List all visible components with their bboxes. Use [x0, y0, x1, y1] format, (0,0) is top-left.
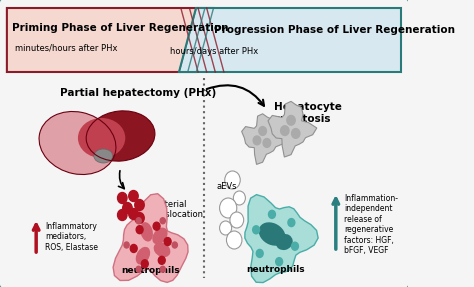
Circle shape [136, 226, 143, 234]
Circle shape [123, 203, 132, 214]
Circle shape [287, 115, 295, 125]
Text: Priming Phase of Liver Regeneration: Priming Phase of Liver Regeneration [12, 23, 228, 33]
Circle shape [219, 198, 237, 218]
Circle shape [253, 226, 260, 234]
Ellipse shape [152, 228, 168, 244]
Ellipse shape [140, 222, 153, 242]
Ellipse shape [78, 118, 125, 158]
Text: Inflammation-
independent
release of
regenerative
factors: HGF,
bFGF, VEGF: Inflammation- independent release of reg… [345, 194, 399, 255]
Circle shape [129, 208, 138, 220]
Circle shape [153, 222, 160, 230]
Circle shape [135, 212, 144, 224]
Ellipse shape [275, 234, 293, 250]
Circle shape [160, 266, 165, 272]
Circle shape [227, 231, 242, 249]
Circle shape [253, 136, 261, 145]
Ellipse shape [86, 111, 155, 161]
Text: hours/days after PHx: hours/days after PHx [170, 48, 258, 57]
Polygon shape [268, 101, 317, 157]
Circle shape [164, 238, 171, 245]
Circle shape [256, 249, 263, 257]
Ellipse shape [154, 243, 170, 257]
Circle shape [124, 242, 129, 248]
Ellipse shape [94, 149, 113, 163]
Circle shape [172, 242, 177, 248]
Circle shape [136, 266, 141, 272]
Circle shape [160, 218, 165, 224]
Circle shape [281, 126, 289, 135]
FancyBboxPatch shape [0, 0, 410, 287]
Circle shape [233, 191, 246, 205]
Text: Hepatocyte
apoptosis: Hepatocyte apoptosis [274, 102, 342, 124]
Ellipse shape [39, 111, 116, 174]
Circle shape [263, 139, 271, 147]
Polygon shape [7, 8, 214, 72]
Circle shape [136, 218, 141, 224]
Circle shape [158, 256, 165, 264]
Circle shape [118, 193, 127, 203]
Text: aEVs: aEVs [217, 182, 237, 191]
Text: Progression Phase of Liver Regeneration: Progression Phase of Liver Regeneration [214, 25, 455, 35]
Circle shape [141, 260, 148, 268]
Polygon shape [245, 195, 318, 283]
Ellipse shape [259, 222, 285, 246]
Circle shape [268, 210, 275, 218]
Circle shape [130, 245, 137, 253]
Polygon shape [179, 8, 401, 72]
Text: Bacterial
translocation: Bacterial translocation [149, 200, 204, 219]
Circle shape [288, 219, 295, 226]
Circle shape [259, 127, 266, 135]
Text: Inflammatory
mediators,
ROS, Elastase: Inflammatory mediators, ROS, Elastase [45, 222, 98, 252]
Circle shape [292, 129, 300, 138]
Polygon shape [242, 114, 286, 164]
Circle shape [118, 210, 127, 220]
Text: minutes/hours after PHx: minutes/hours after PHx [16, 44, 118, 53]
Circle shape [219, 221, 232, 235]
Circle shape [135, 199, 144, 210]
Circle shape [225, 171, 240, 189]
Polygon shape [113, 194, 188, 282]
Circle shape [230, 212, 244, 228]
Text: neutrophils: neutrophils [121, 266, 180, 275]
Text: Partial hepatectomy (PHx): Partial hepatectomy (PHx) [60, 88, 217, 98]
Ellipse shape [136, 247, 150, 265]
Circle shape [129, 191, 138, 201]
Circle shape [276, 258, 283, 266]
Text: neutrophils: neutrophils [246, 265, 305, 274]
Circle shape [292, 242, 299, 250]
